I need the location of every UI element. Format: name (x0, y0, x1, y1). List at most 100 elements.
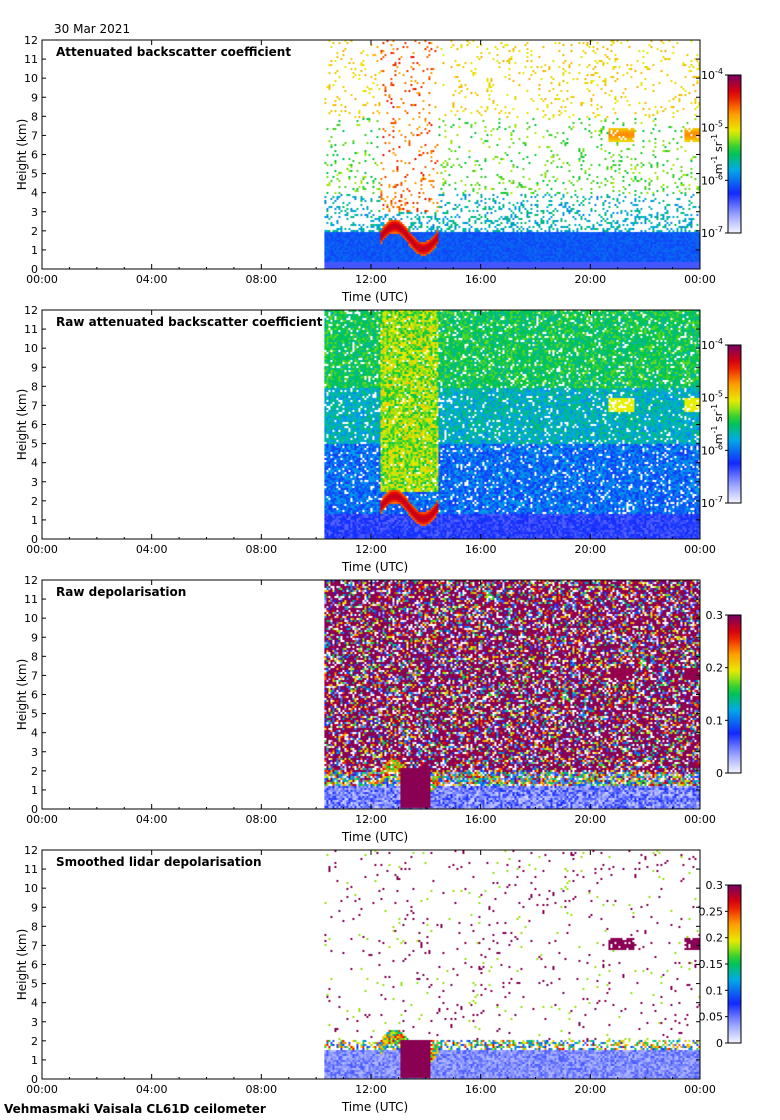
y-tick-label: 2 (31, 1035, 38, 1048)
colorbar-tick-label: 10-5 (701, 120, 723, 135)
x-tick-label: 08:00 (245, 543, 277, 556)
y-tick-label: 1 (31, 514, 38, 527)
colorbar-tick-label: 0.1 (706, 714, 724, 727)
x-tick-label: 00:00 (684, 813, 716, 826)
colorbar-tick-label: 10-4 (701, 67, 723, 82)
y-tick-label: 2 (31, 765, 38, 778)
colorbar-tick-exponent: -6 (715, 172, 723, 181)
y-tick-label: 11 (24, 53, 38, 66)
y-axis-label: Height (km) (15, 929, 29, 1000)
heatmap-image (324, 40, 701, 269)
y-tick-label: 11 (24, 863, 38, 876)
x-tick-label: 16:00 (465, 543, 497, 556)
x-tick-label: 04:00 (136, 1083, 168, 1096)
y-tick-label: 10 (24, 342, 38, 355)
colorbar-tick-label: 10-5 (701, 390, 723, 405)
y-tick-label: 1 (31, 244, 38, 257)
colorbar-tick-exponent: -7 (715, 495, 723, 504)
y-tick-label: 0 (31, 533, 38, 546)
footer-site-label: Vehmasmaki Vaisala CL61D ceilometer (4, 1102, 266, 1116)
y-tick-label: 6 (31, 689, 38, 702)
y-tick-label: 9 (31, 901, 38, 914)
y-tick-label: 9 (31, 91, 38, 104)
colorbar-tick-label: 0 (716, 1037, 723, 1050)
x-tick-label: 20:00 (574, 273, 606, 286)
y-tick-label: 0 (31, 263, 38, 276)
colorbar-tick-label: 0.3 (706, 879, 724, 892)
x-tick-label: 12:00 (355, 273, 387, 286)
colorbar-tick-label: 0.15 (699, 958, 724, 971)
x-tick-label: 16:00 (465, 1083, 497, 1096)
y-tick-label: 12 (24, 574, 38, 587)
colorbar (727, 344, 742, 504)
unit-mid: sr (712, 411, 725, 425)
y-tick-label: 10 (24, 72, 38, 85)
x-tick-label: 04:00 (136, 813, 168, 826)
unit-base: m (712, 164, 725, 175)
colorbar-tick-label: 0.2 (706, 932, 724, 945)
y-tick-label: 12 (24, 844, 38, 857)
y-tick-label: 3 (31, 476, 38, 489)
x-tick-label: 00:00 (684, 543, 716, 556)
x-tick-label: 16:00 (465, 813, 497, 826)
heatmap-image (324, 310, 701, 539)
y-tick-label: 7 (31, 669, 38, 682)
panel-title: Smoothed lidar depolarisation (56, 855, 262, 869)
x-tick-label: 12:00 (355, 813, 387, 826)
x-tick-label: 20:00 (574, 1083, 606, 1096)
x-axis-label: Time (UTC) (341, 830, 408, 844)
x-tick-label: 04:00 (136, 543, 168, 556)
colorbar-tick-label: 0 (716, 767, 723, 780)
x-axis-label: Time (UTC) (341, 560, 408, 574)
colorbar-tick-label: 0.05 (699, 1011, 724, 1024)
y-tick-label: 4 (31, 187, 38, 200)
colorbar-unit-label: m-1 sr-1 (710, 134, 725, 174)
colorbar-tick-exponent: -5 (715, 390, 723, 399)
y-tick-label: 6 (31, 149, 38, 162)
y-tick-label: 11 (24, 593, 38, 606)
y-tick-label: 5 (31, 168, 38, 181)
colorbar-unit-label: m-1 sr-1 (710, 404, 725, 444)
y-tick-label: 8 (31, 380, 38, 393)
y-tick-label: 9 (31, 631, 38, 644)
colorbar-tick-exponent: -4 (715, 337, 723, 346)
panel-title: Raw attenuated backscatter coefficient (56, 315, 323, 329)
panel-title: Raw depolarisation (56, 585, 186, 599)
unit-exponent: -1 (710, 426, 719, 434)
colorbar-tick-exponent: -6 (715, 442, 723, 451)
x-tick-label: 00:00 (26, 273, 58, 286)
colorbar-tick-exponent: -4 (715, 67, 723, 76)
heatmap-image (324, 850, 701, 1079)
x-tick-label: 08:00 (245, 813, 277, 826)
y-tick-label: 8 (31, 920, 38, 933)
y-tick-label: 10 (24, 612, 38, 625)
y-tick-label: 1 (31, 1054, 38, 1067)
unit-exponent: -1 (710, 156, 719, 164)
x-tick-label: 08:00 (245, 273, 277, 286)
y-tick-label: 7 (31, 939, 38, 952)
y-tick-label: 5 (31, 438, 38, 451)
x-axis-label: Time (UTC) (341, 1100, 408, 1114)
colorbar (727, 884, 742, 1044)
x-tick-label: 20:00 (574, 543, 606, 556)
colorbar-tick-exponent: -7 (715, 225, 723, 234)
y-tick-label: 1 (31, 784, 38, 797)
heatmap-image (324, 580, 701, 809)
x-tick-label: 08:00 (245, 1083, 277, 1096)
y-tick-label: 4 (31, 997, 38, 1010)
y-tick-label: 3 (31, 206, 38, 219)
y-tick-label: 0 (31, 1073, 38, 1086)
x-tick-label: 20:00 (574, 813, 606, 826)
x-tick-label: 16:00 (465, 273, 497, 286)
colorbar-tick-exponent: -5 (715, 120, 723, 129)
y-tick-label: 2 (31, 495, 38, 508)
x-tick-label: 00:00 (26, 1083, 58, 1096)
panel-title: Attenuated backscatter coefficient (56, 45, 291, 59)
colorbar-tick-label: 10-4 (701, 337, 723, 352)
y-tick-label: 9 (31, 361, 38, 374)
y-tick-label: 6 (31, 419, 38, 432)
